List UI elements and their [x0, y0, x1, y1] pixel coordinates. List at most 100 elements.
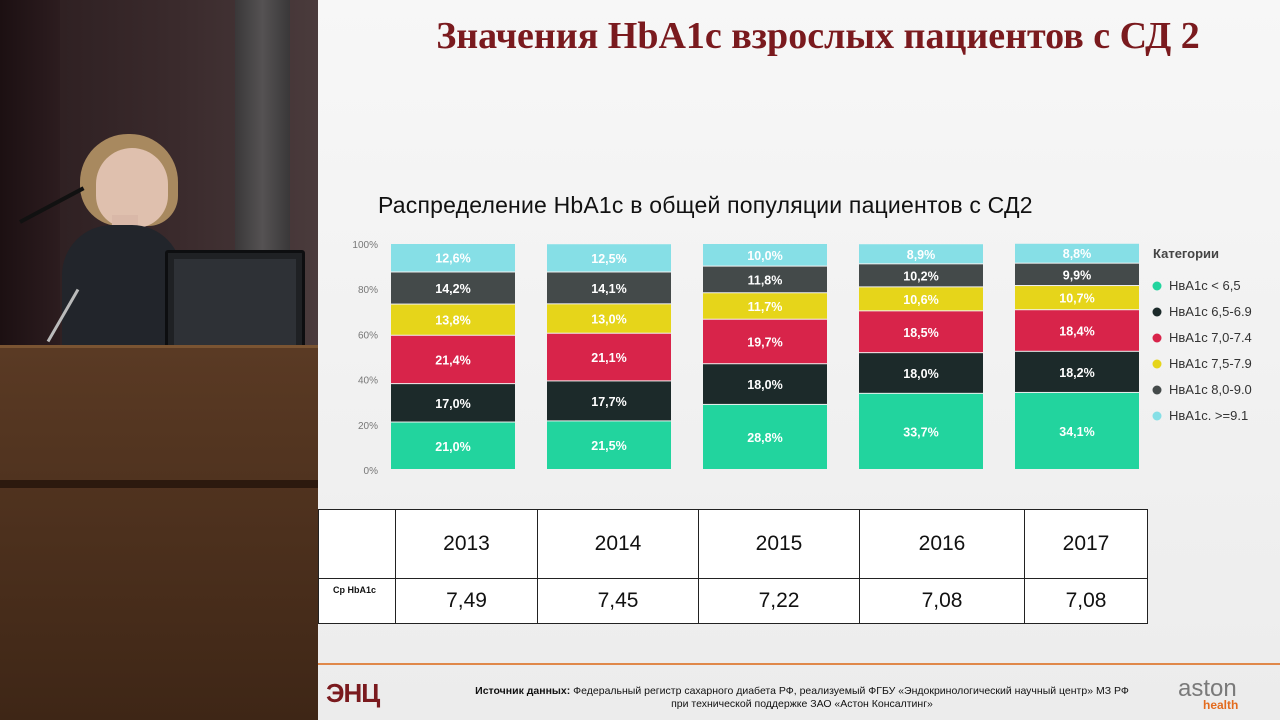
data-label: 13,8%	[435, 314, 470, 328]
data-label: 10,7%	[1059, 292, 1094, 306]
bar-segment	[859, 393, 983, 469]
data-label: 21,4%	[435, 353, 470, 367]
bar-segment	[547, 333, 671, 381]
source-text-2: при технической поддержке ЗАО «Астон Кон…	[671, 698, 933, 710]
table-year-cell: 2016	[859, 509, 1025, 579]
data-label: 10,6%	[903, 293, 938, 307]
bar-segment	[391, 244, 515, 272]
legend-entry: НвА1с 7,5-7.9	[1169, 356, 1252, 371]
table-row-label: Ср HbA1c	[318, 578, 396, 624]
bar-segment	[703, 364, 827, 404]
legend-entry: НвА1с 7,0-7.4	[1169, 330, 1252, 345]
bar-segment	[1015, 263, 1139, 286]
data-label: 10,2%	[903, 269, 938, 283]
data-label: 33,7%	[903, 425, 938, 439]
legend-title: Категории	[1153, 246, 1219, 261]
bar-segment	[391, 304, 515, 335]
table-row-years: 2013 2014 2015 2016 2017	[318, 509, 1148, 579]
data-label: 21,0%	[435, 440, 470, 454]
data-label: 18,2%	[1059, 366, 1094, 380]
bar-segment	[859, 287, 983, 311]
legend-entry: НвА1с 8,0-9.0	[1169, 382, 1252, 397]
table-row-values: Ср HbA1c 7,49 7,45 7,22 7,08 7,08	[318, 578, 1148, 624]
aston-logo: aston	[1178, 675, 1237, 702]
podium-monitor	[165, 250, 305, 358]
legend-entry: НвА1с. >=9.1	[1169, 408, 1248, 423]
y-tick-label: 60%	[358, 330, 378, 341]
data-label: 21,5%	[591, 439, 626, 453]
bar-segment	[703, 266, 827, 293]
data-source-note: Источник данных: Федеральный регистр сах…	[412, 685, 1192, 711]
table-year-cell: 2017	[1024, 509, 1148, 579]
data-label: 12,6%	[435, 252, 470, 266]
bar-segment	[859, 353, 983, 393]
legend-entry: НвА1с 6,5-6.9	[1169, 304, 1252, 319]
bar-segment	[703, 404, 827, 469]
data-label: 17,0%	[435, 397, 470, 411]
presenter-body	[62, 225, 182, 355]
legend-swatch	[1152, 359, 1162, 369]
bar-segment	[391, 422, 515, 469]
table-value-cell: 7,22	[698, 578, 860, 624]
source-label: Источник данных:	[475, 685, 571, 697]
table-value-cell: 7,08	[1024, 578, 1148, 624]
table-year-cell: 2013	[395, 509, 538, 579]
data-label: 11,7%	[748, 300, 783, 314]
legend-swatch	[1152, 411, 1162, 421]
legend-swatch	[1152, 333, 1162, 343]
bar-segment	[547, 304, 671, 333]
data-label: 28,8%	[747, 431, 782, 445]
bar-segment	[703, 244, 827, 266]
bar-segment	[703, 293, 827, 319]
data-label: 18,4%	[1059, 325, 1094, 339]
data-label: 19,7%	[747, 335, 782, 349]
podium	[0, 345, 318, 720]
data-label: 10,0%	[747, 249, 782, 263]
data-label: 9,9%	[1063, 268, 1092, 282]
bar-segment	[1015, 286, 1139, 310]
y-tick-label: 0%	[364, 466, 379, 477]
aston-health-logo: health	[1203, 698, 1239, 712]
table-year-cell: 2015	[698, 509, 860, 579]
data-label: 18,0%	[747, 378, 782, 392]
presenter-head	[96, 148, 168, 228]
bar-segment	[859, 264, 983, 287]
data-label: 14,1%	[591, 282, 626, 296]
presentation-slide: Значения HbA1c взрослых пациентов с СД 2…	[318, 0, 1280, 720]
data-label: 8,8%	[1063, 247, 1092, 261]
avg-hba1c-table: 2013 2014 2015 2016 2017 Ср HbA1c 7,49 7…	[318, 509, 1148, 624]
data-label: 8,9%	[907, 248, 936, 262]
source-text: Федеральный регистр сахарного диабета РФ…	[570, 685, 1129, 697]
bar-segment	[859, 311, 983, 353]
bar-segment	[547, 381, 671, 421]
data-label: 11,8%	[748, 273, 783, 287]
bar-segment	[1015, 392, 1139, 469]
bar-segment	[1015, 351, 1139, 392]
bar-segment	[391, 384, 515, 422]
legend-swatch	[1152, 385, 1162, 395]
slide-title: Значения HbA1c взрослых пациентов с СД 2	[436, 15, 1200, 57]
legend-entry: НвА1с < 6,5	[1169, 278, 1241, 293]
bar-segment	[859, 244, 983, 264]
y-tick-label: 40%	[358, 376, 378, 387]
data-label: 13,0%	[591, 313, 626, 327]
y-tick-label: 100%	[352, 240, 378, 251]
data-label: 18,0%	[903, 367, 938, 381]
data-label: 17,7%	[591, 395, 626, 409]
presenter-video	[0, 0, 318, 720]
y-tick-label: 20%	[358, 421, 378, 432]
bar-segment	[547, 244, 671, 272]
table-value-cell: 7,49	[395, 578, 538, 624]
data-label: 21,1%	[591, 351, 626, 365]
enc-logo: ЭНЦ	[326, 678, 380, 708]
table-year-cell: 2014	[537, 509, 699, 579]
bar-segment	[391, 272, 515, 304]
table-value-cell: 7,45	[537, 578, 699, 624]
chart-title: Распределение HbA1c в общей популяции па…	[378, 192, 1033, 218]
data-label: 18,5%	[903, 326, 938, 340]
footer-divider	[318, 663, 1280, 665]
legend-swatch	[1152, 307, 1162, 317]
data-label: 14,2%	[435, 282, 470, 296]
data-label: 12,5%	[591, 252, 626, 266]
bar-segment	[1015, 310, 1139, 351]
